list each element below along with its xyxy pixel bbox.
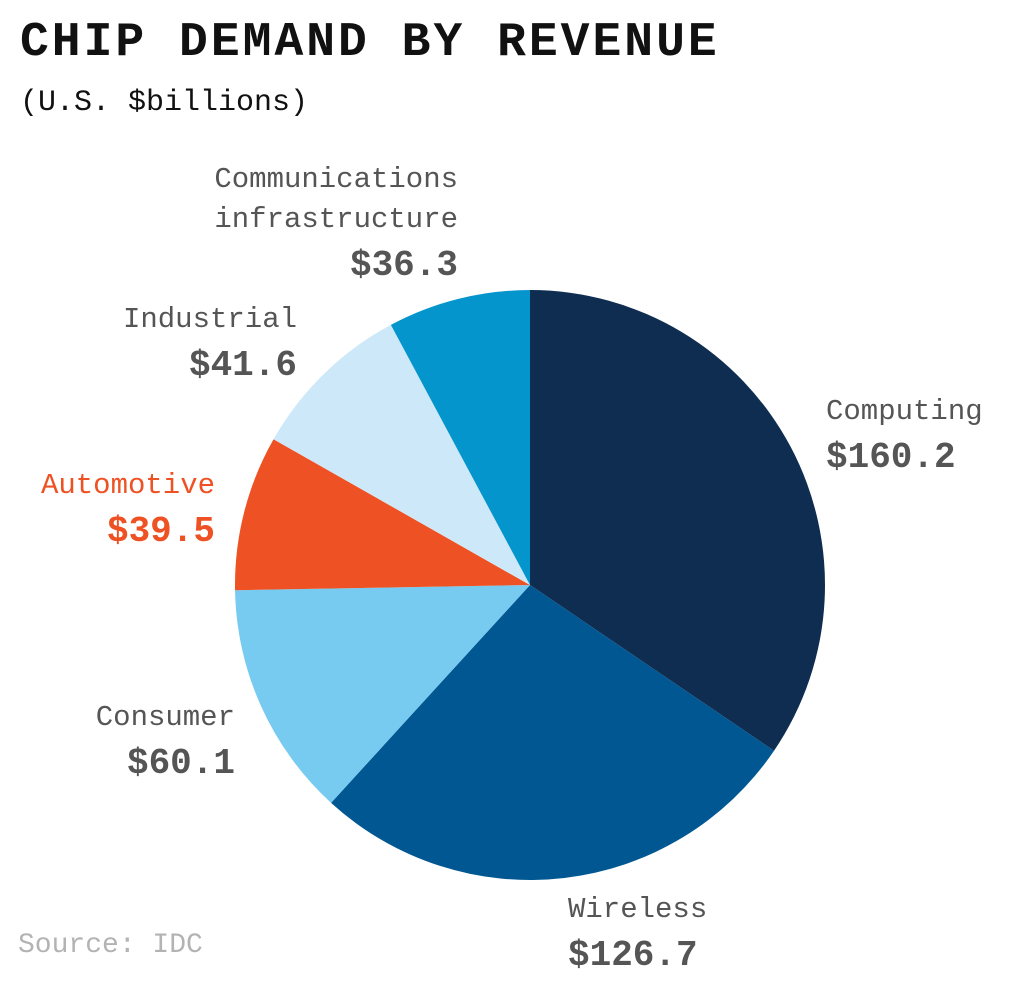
slice-label: Communications infrastructure $36.3 [168, 160, 458, 292]
chart-subtitle: (U.S. $billions) [20, 86, 309, 120]
category-label: Computing [826, 395, 983, 428]
value-label: $60.1 [126, 743, 235, 784]
category-label: Automotive [40, 469, 215, 502]
category-label: Wireless [568, 893, 708, 926]
source-note: Source: IDC [18, 930, 203, 961]
slice-label: Industrial $41.6 [77, 300, 297, 392]
slice-label: Consumer $60.1 [15, 698, 235, 790]
pie-slice [235, 585, 530, 803]
category-label: Industrial [122, 303, 297, 336]
slice-label: Computing $160.2 [826, 392, 1024, 484]
pie-slice [331, 585, 775, 880]
chart-title: CHIP DEMAND BY REVENUE [20, 16, 720, 70]
category-label: Consumer [95, 701, 235, 734]
value-label: $126.7 [568, 935, 698, 976]
value-label: $160.2 [826, 437, 956, 478]
slice-label: Wireless $126.7 [568, 890, 768, 982]
category-label: Communications infrastructure [214, 163, 458, 236]
slice-label: Automotive $39.5 [0, 466, 215, 558]
value-label: $36.3 [349, 245, 458, 286]
pie-slice [273, 324, 530, 585]
value-label: $39.5 [106, 511, 215, 552]
pie-slice [530, 290, 825, 751]
pie-slice [234, 439, 530, 591]
pie-slice [390, 290, 530, 585]
value-label: $41.6 [188, 345, 297, 386]
